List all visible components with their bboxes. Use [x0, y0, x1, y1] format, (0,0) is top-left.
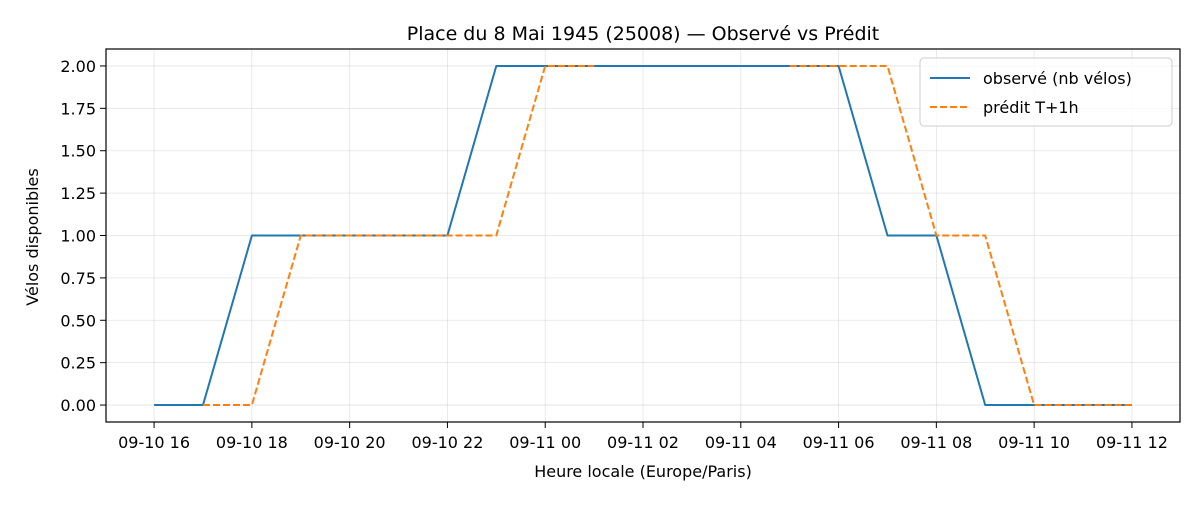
y-tick-label: 0.00: [60, 396, 96, 415]
legend-box: [919, 57, 1173, 127]
series-lines: [154, 65, 1132, 406]
x-tick-label: 09-11 08: [900, 433, 972, 452]
y-tick-label: 1.25: [60, 184, 96, 203]
x-tick-label: 09-11 02: [607, 433, 679, 452]
x-tick-label: 09-11 06: [803, 433, 875, 452]
y-tick-label: 2.00: [60, 57, 96, 76]
series-line-predicted: [203, 65, 595, 406]
x-tick-label: 09-11 00: [509, 433, 581, 452]
y-tick-label: 1.50: [60, 142, 96, 161]
chart-title: Place du 8 Mai 1945 (25008) — Observé vs…: [407, 23, 880, 45]
y-tick-label: 0.75: [60, 269, 96, 288]
x-tick-label: 09-10 18: [216, 433, 288, 452]
legend-label-predicted: prédit T+1h: [983, 98, 1079, 117]
x-tick-label: 09-10 22: [411, 433, 483, 452]
y-tick-label: 1.00: [60, 227, 96, 246]
y-tick-label: 0.25: [60, 354, 96, 373]
legend: observé (nb vélos) prédit T+1h: [919, 57, 1173, 127]
x-tick-label: 09-11 10: [998, 433, 1070, 452]
x-axis-title: Heure locale (Europe/Paris): [534, 462, 752, 481]
y-axis: 0.00 0.25 0.50 0.75 1.00 1.25 1.50 1.75 2.00: [60, 57, 106, 415]
x-tick-label: 09-10 20: [314, 433, 386, 452]
x-tick-label: 09-11 04: [705, 433, 777, 452]
x-tick-label: 09-11 12: [1096, 433, 1168, 452]
legend-label-observed: observé (nb vélos): [983, 69, 1132, 88]
series-line-predicted: [789, 65, 1132, 406]
y-axis-title: Vélos disponibles: [23, 168, 42, 305]
x-tick-label: 09-10 16: [118, 433, 190, 452]
y-tick-label: 1.75: [60, 99, 96, 118]
y-tick-label: 0.50: [60, 311, 96, 330]
x-axis: 09-10 16 09-10 18 09-10 20 09-10 22 09-11 00…: [118, 422, 1168, 452]
